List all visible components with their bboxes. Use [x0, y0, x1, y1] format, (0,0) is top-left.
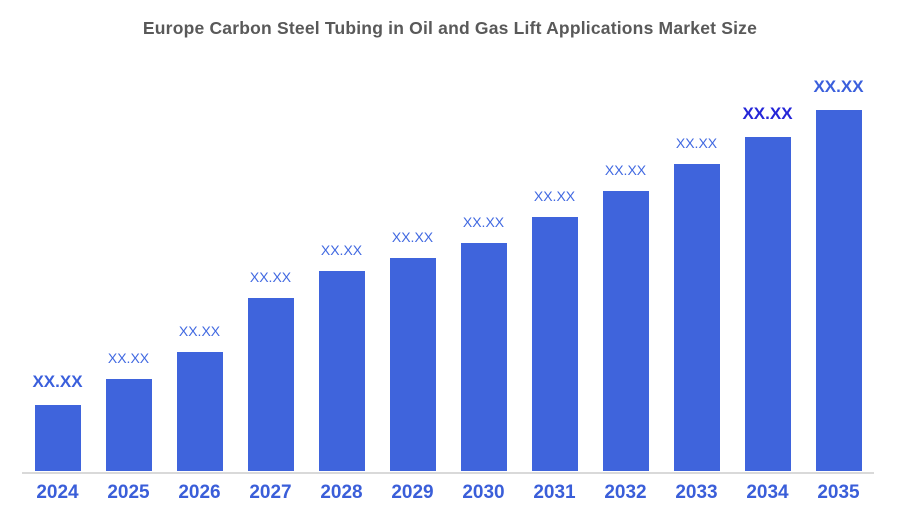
bar-column-2034: XX.XX [732, 0, 803, 471]
bar-value-label: XX.XX [249, 269, 292, 285]
x-axis-tick-label: 2029 [391, 482, 434, 503]
bar [460, 243, 507, 471]
bar [531, 217, 578, 471]
bar-value-label: XX.XX [178, 323, 221, 339]
bar-column-2024: XX.XX [22, 0, 93, 471]
bar [318, 271, 365, 471]
bar-value-label: XX.XX [462, 214, 505, 230]
x-axis-tick-label: 2033 [675, 482, 718, 503]
x-axis-tick-label: 2025 [107, 482, 150, 503]
bar-column-2031: XX.XX [519, 0, 590, 471]
x-axis-tick-label: 2026 [178, 482, 221, 503]
bar-column-2026: XX.XX [164, 0, 235, 471]
bar-value-label: XX.XX [604, 162, 647, 178]
bar [34, 405, 81, 471]
bar-value-label: XX.XX [813, 77, 864, 96]
bar-column-2025: XX.XX [93, 0, 164, 471]
bar [105, 379, 152, 471]
bar-value-label: XX.XX [391, 229, 434, 245]
bar-column-2027: XX.XX [235, 0, 306, 471]
bar [176, 352, 223, 471]
bar [389, 258, 436, 471]
chart-title: Europe Carbon Steel Tubing in Oil and Ga… [142, 18, 758, 38]
bar [602, 191, 649, 471]
bar-value-label: XX.XX [32, 372, 83, 391]
bar-value-label: XX.XX [533, 188, 576, 204]
bar-column-2032: XX.XX [590, 0, 661, 471]
x-axis-tick-label: 2034 [746, 482, 789, 503]
bar-column-2029: XX.XX [377, 0, 448, 471]
bar-column-2033: XX.XX [661, 0, 732, 471]
bar-value-label: XX.XX [320, 242, 363, 258]
bar [673, 164, 720, 471]
bar-column-2030: XX.XX [448, 0, 519, 471]
bar-column-2035: XX.XX [803, 0, 874, 471]
x-axis-tick-label: 2035 [817, 482, 860, 503]
bar-value-label: XX.XX [107, 350, 150, 366]
x-axis-tick-label: 2032 [604, 482, 647, 503]
bar [815, 110, 862, 471]
x-axis-tick-label: 2031 [533, 482, 576, 503]
x-axis-tick-label: 2030 [462, 482, 505, 503]
bar [247, 298, 294, 471]
x-axis-line [22, 472, 874, 474]
bar [744, 137, 791, 471]
bar-value-label: XX.XX [675, 135, 718, 151]
bar-column-2028: XX.XX [306, 0, 377, 471]
x-axis-tick-label: 2027 [249, 482, 292, 503]
x-axis-tick-label: 2028 [320, 482, 363, 503]
x-axis-tick-label: 2024 [36, 482, 79, 503]
bar-value-label: XX.XX [742, 104, 793, 123]
